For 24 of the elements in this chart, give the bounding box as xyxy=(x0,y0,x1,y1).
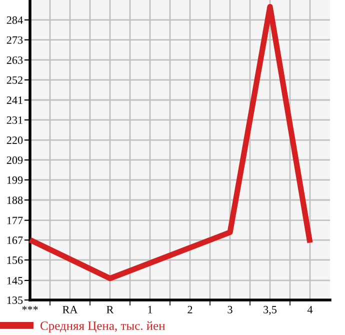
y-tick-label: 263 xyxy=(6,56,23,64)
x-tick-label: 2 xyxy=(188,306,192,314)
x-tick-label: R xyxy=(106,306,114,314)
y-tick-label: 177 xyxy=(7,216,23,224)
y-tick-label: 188 xyxy=(7,196,23,204)
y-tick-label: 284 xyxy=(6,16,23,24)
y-tick-label: 199 xyxy=(7,176,23,184)
x-tick-label: 3,5 xyxy=(264,306,277,315)
y-tick-label: 241 xyxy=(6,96,22,104)
y-tick-label: 252 xyxy=(6,76,22,84)
y-tick-label: 273 xyxy=(6,36,23,44)
y-tick-label: 156 xyxy=(7,256,23,264)
y-tick-label: 231 xyxy=(6,116,22,124)
legend-label: Средняя Цена, тыс. йен xyxy=(40,321,165,332)
y-tick-label: 145 xyxy=(7,276,23,284)
x-tick-label: *** xyxy=(22,306,38,310)
y-tick-label: 209 xyxy=(6,156,23,164)
x-tick-label: 3 xyxy=(228,306,232,314)
x-tick-label: RA xyxy=(62,306,78,314)
y-tick-label: 220 xyxy=(6,136,23,144)
y-tick-label: 167 xyxy=(7,236,23,244)
x-tick-label: 1 xyxy=(148,306,152,314)
x-tick-label: 4 xyxy=(307,306,313,314)
y-tick-label: 135 xyxy=(7,296,23,304)
